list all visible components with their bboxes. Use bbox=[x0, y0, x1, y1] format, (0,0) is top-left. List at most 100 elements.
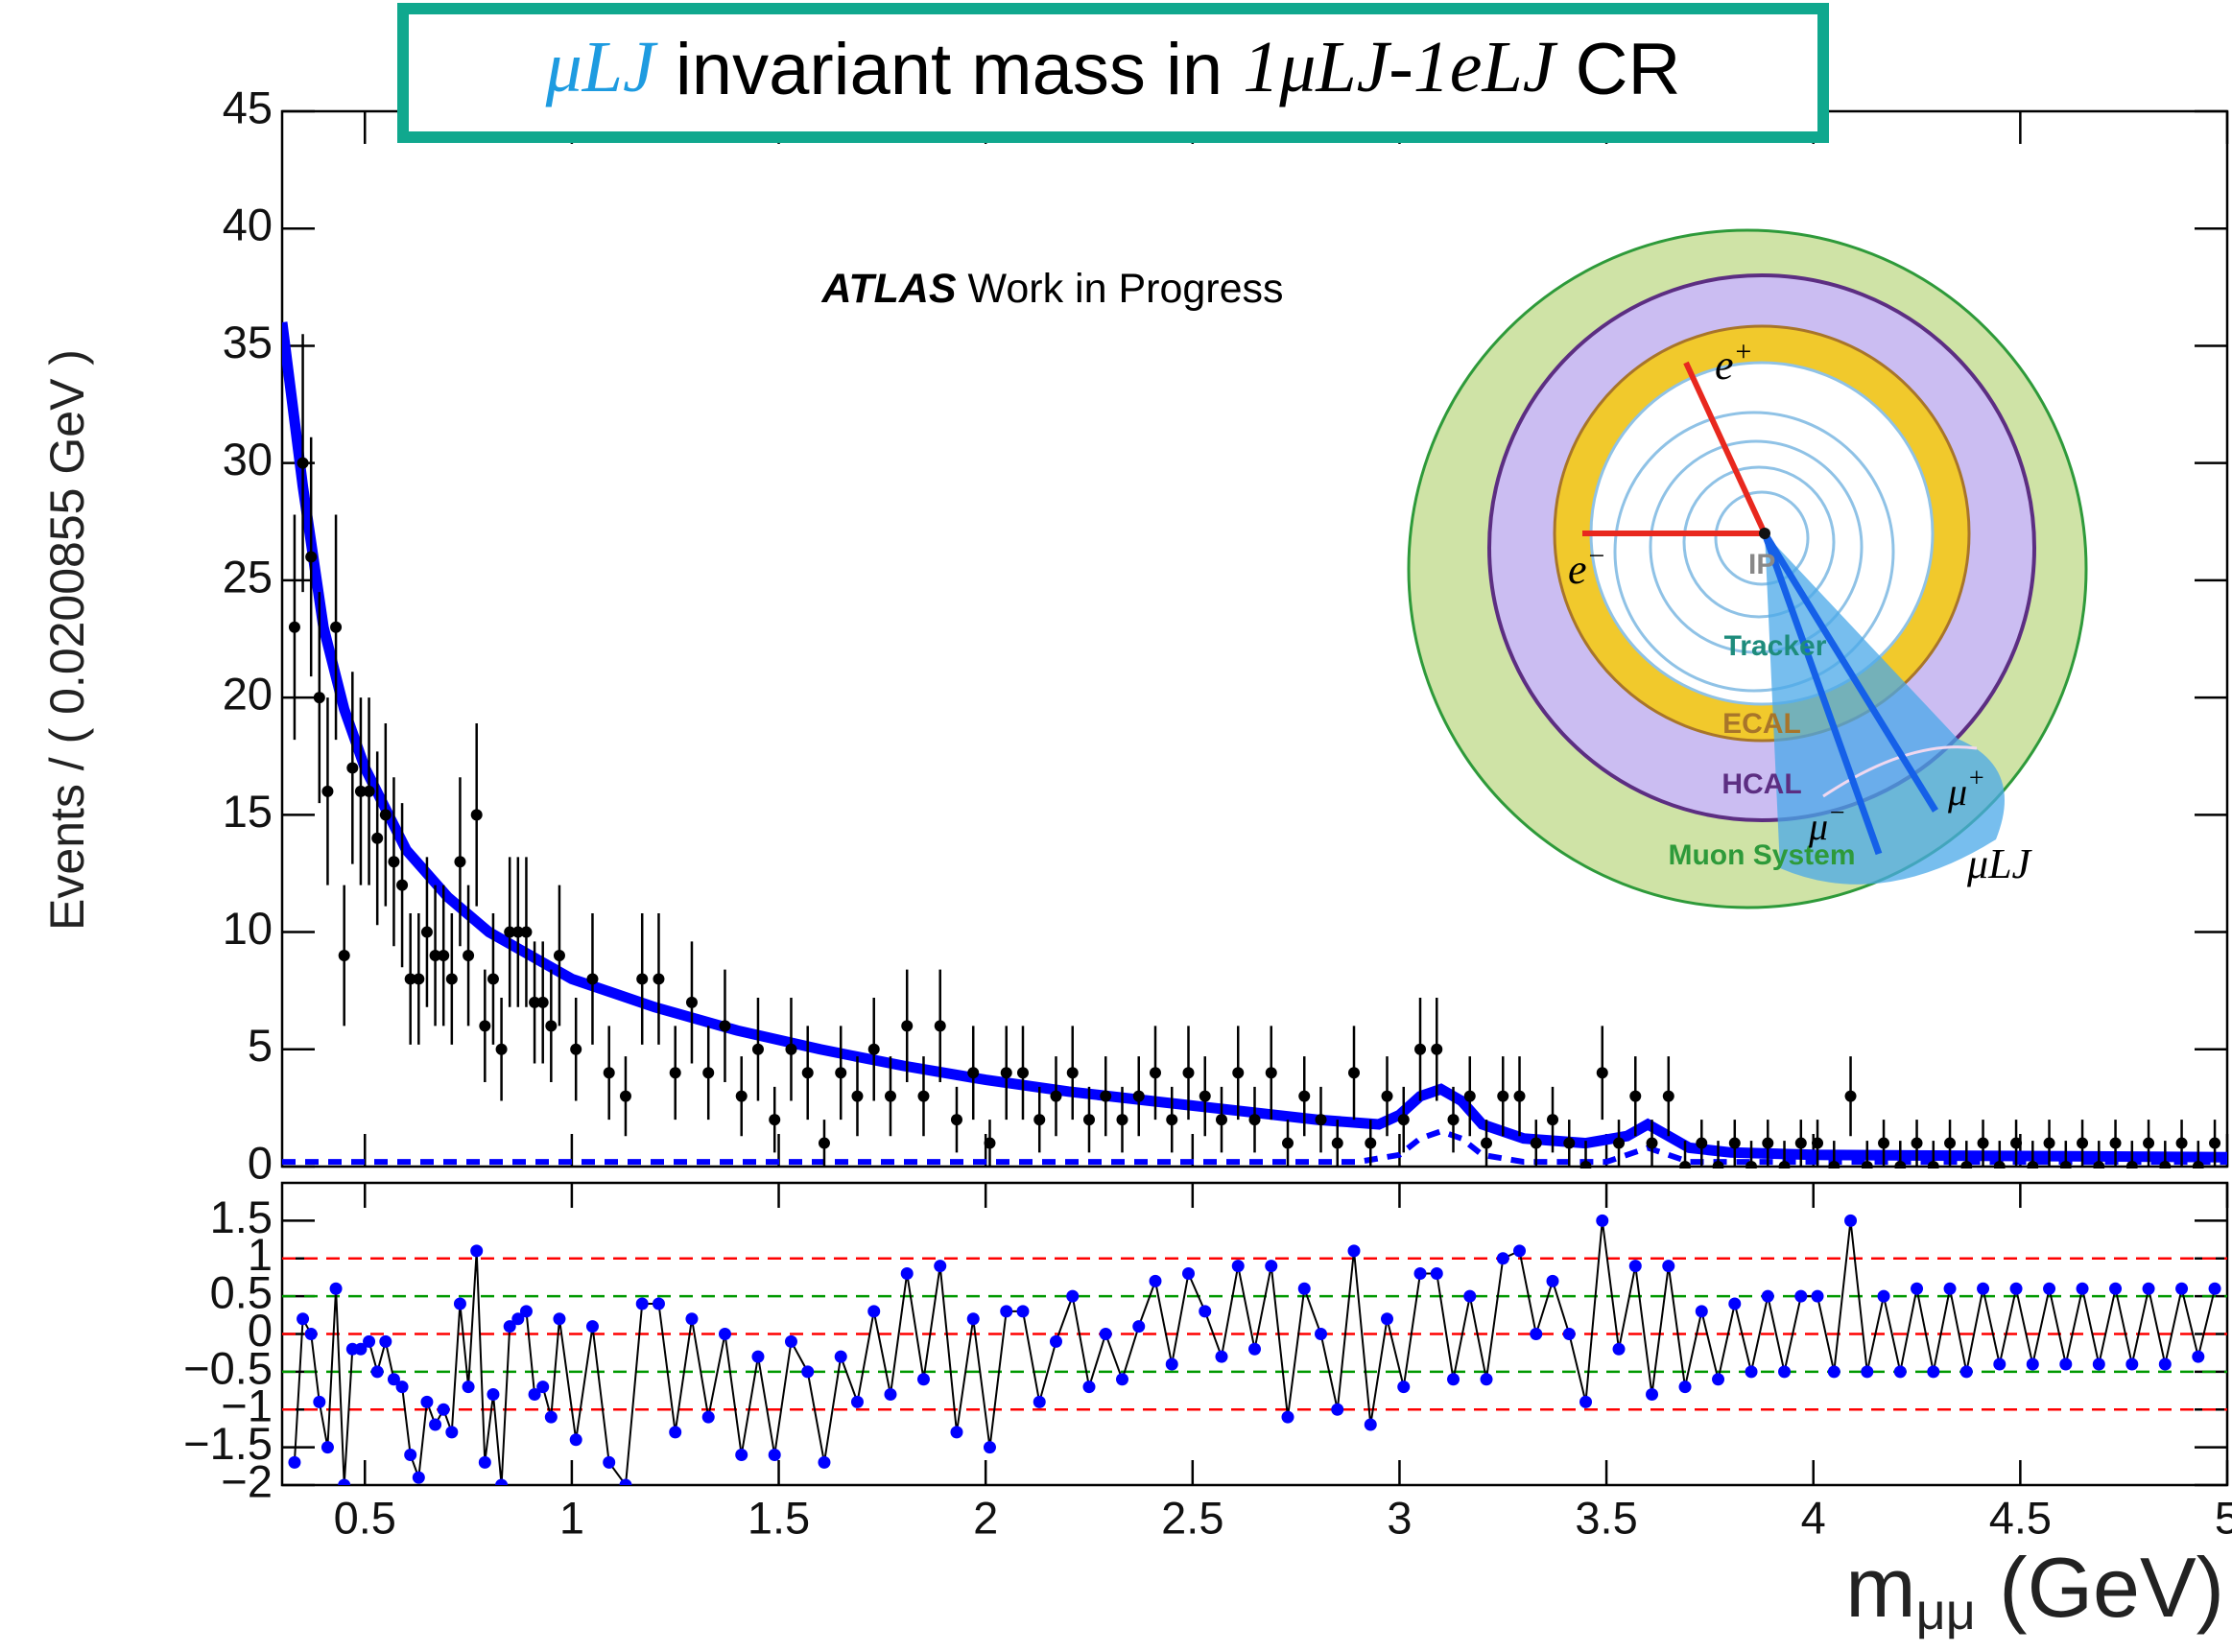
data-point bbox=[1927, 1161, 1939, 1168]
data-point bbox=[1662, 1090, 1674, 1102]
pull-point bbox=[801, 1365, 815, 1379]
data-point bbox=[297, 457, 309, 469]
pull-point bbox=[1927, 1365, 1940, 1379]
data-point bbox=[354, 785, 367, 797]
pull-point bbox=[1612, 1342, 1626, 1356]
data-point bbox=[1944, 1137, 1957, 1149]
pull-point bbox=[1132, 1320, 1146, 1333]
pull-point bbox=[544, 1410, 558, 1424]
label-lepton-jet: μLJ bbox=[1966, 840, 2033, 887]
pull-point bbox=[751, 1350, 765, 1363]
data-point bbox=[511, 926, 524, 938]
data-point bbox=[2143, 1137, 2155, 1149]
data-point bbox=[2125, 1161, 2138, 1168]
label-e-plus: e+ bbox=[1715, 336, 1753, 389]
title-part: 1μLJ-1eLJ bbox=[1243, 27, 1557, 107]
x-tick-label: 1.5 bbox=[748, 1492, 810, 1543]
pull-point bbox=[437, 1403, 450, 1416]
data-point bbox=[967, 1067, 980, 1079]
data-point bbox=[2077, 1137, 2089, 1149]
pull-point bbox=[2175, 1282, 2189, 1295]
data-point bbox=[1298, 1090, 1311, 1102]
pull-point bbox=[404, 1449, 417, 1461]
pull-point bbox=[503, 1320, 516, 1333]
data-point bbox=[288, 621, 300, 633]
data-point bbox=[934, 1020, 946, 1032]
data-point bbox=[479, 1020, 491, 1032]
data-point bbox=[851, 1090, 864, 1102]
y-tick-label: 40 bbox=[223, 200, 273, 250]
x-tick-label: 1 bbox=[559, 1492, 584, 1543]
data-point bbox=[1315, 1114, 1327, 1126]
data-point bbox=[867, 1043, 880, 1055]
x-tick-label: 3 bbox=[1387, 1492, 1412, 1543]
x-tick-label: 2 bbox=[973, 1492, 998, 1543]
y-tick-label: 1 bbox=[248, 1229, 273, 1280]
data-point bbox=[1646, 1137, 1658, 1149]
data-point bbox=[504, 926, 516, 938]
pull-point bbox=[1066, 1289, 1080, 1303]
y-tick-label: 35 bbox=[223, 317, 273, 367]
pull-point bbox=[363, 1334, 376, 1348]
annotation-part: ATLAS bbox=[820, 266, 956, 312]
pull-point bbox=[519, 1305, 533, 1318]
data-point bbox=[1629, 1090, 1642, 1102]
x-tick-label: 2.5 bbox=[1161, 1492, 1223, 1543]
y-tick-label: 0 bbox=[248, 1137, 273, 1188]
data-point bbox=[636, 973, 649, 985]
data-point bbox=[463, 950, 475, 961]
pull-point bbox=[1712, 1373, 1725, 1386]
pull-point bbox=[1049, 1334, 1062, 1348]
pull-point bbox=[652, 1297, 665, 1310]
pull-point bbox=[2026, 1357, 2039, 1371]
pull-point bbox=[2142, 1282, 2155, 1295]
y-tick-label: 15 bbox=[223, 786, 273, 837]
data-point bbox=[1762, 1137, 1774, 1149]
data-point bbox=[1348, 1067, 1361, 1079]
pull-point bbox=[1811, 1289, 1824, 1303]
data-point bbox=[685, 996, 698, 1008]
tracker-layer bbox=[1649, 439, 1864, 654]
data-point bbox=[801, 1067, 814, 1079]
data-point bbox=[818, 1137, 830, 1149]
pull-point bbox=[1628, 1260, 1642, 1273]
y-tick-label: 20 bbox=[223, 669, 273, 720]
electron-track bbox=[1683, 361, 1768, 535]
data-point bbox=[1861, 1161, 1873, 1168]
pull-point bbox=[867, 1305, 881, 1318]
data-point bbox=[1844, 1090, 1857, 1102]
label-sup: − bbox=[1587, 540, 1606, 572]
pull-point bbox=[1281, 1410, 1294, 1424]
pull-point bbox=[2125, 1357, 2139, 1371]
y-tick-label: −1 bbox=[221, 1381, 273, 1431]
data-point bbox=[1878, 1137, 1890, 1149]
pull-point bbox=[966, 1312, 980, 1326]
pull-point bbox=[495, 1478, 509, 1485]
pull-point bbox=[1844, 1214, 1858, 1227]
pull-panel: −2−1.5−1−0.500.511.50.5 1 1.5 2 2.5 3 3.5 4 4.5 5 bbox=[183, 1181, 2232, 1543]
pull-point bbox=[1016, 1305, 1030, 1318]
y-tick-label: 30 bbox=[223, 434, 273, 484]
data-point bbox=[388, 856, 400, 868]
label-text: e bbox=[1568, 546, 1587, 593]
tracker-layer bbox=[1682, 465, 1836, 619]
pull-point bbox=[818, 1455, 831, 1469]
pull-point bbox=[412, 1471, 425, 1484]
pull-point bbox=[718, 1328, 731, 1340]
pull-point bbox=[1215, 1350, 1228, 1363]
pull-point bbox=[1231, 1260, 1245, 1273]
y-tick-label: −1.5 bbox=[183, 1418, 273, 1469]
pull-point bbox=[1000, 1305, 1013, 1318]
pull-point bbox=[834, 1350, 847, 1363]
pull-point bbox=[1165, 1357, 1178, 1371]
pull-point bbox=[2192, 1350, 2205, 1363]
data-point bbox=[1894, 1161, 1907, 1168]
pull-point bbox=[669, 1426, 682, 1439]
pull-point bbox=[1562, 1328, 1576, 1340]
data-point bbox=[1199, 1090, 1211, 1102]
data-point bbox=[2043, 1137, 2055, 1149]
data-point bbox=[1911, 1137, 1923, 1149]
data-point bbox=[305, 551, 318, 563]
pull-point bbox=[387, 1373, 400, 1386]
data-point bbox=[1960, 1161, 1973, 1168]
